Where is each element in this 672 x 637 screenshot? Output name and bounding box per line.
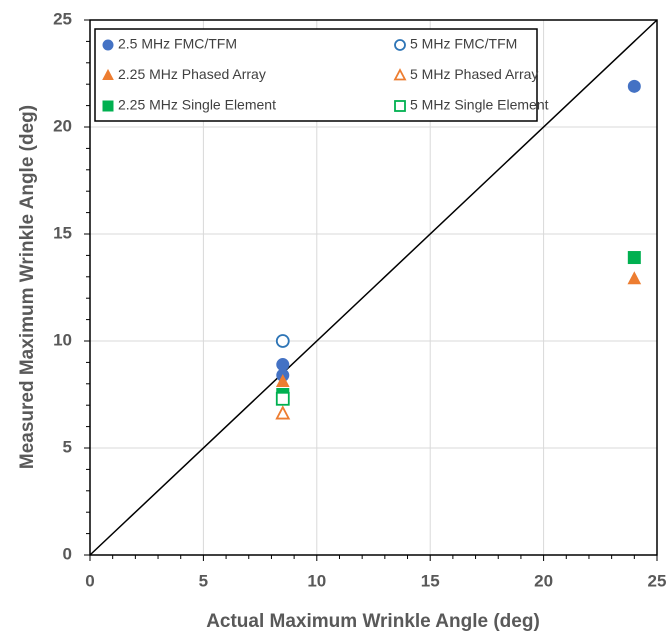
y-tick-label: 5	[63, 437, 72, 456]
point	[275, 391, 290, 406]
legend-marker	[102, 68, 114, 80]
legend-label: 5 MHz Single Element	[410, 97, 549, 113]
y-tick-label: 25	[53, 9, 72, 28]
legend-label: 5 MHz Phased Array	[410, 66, 538, 82]
x-tick-label: 5	[199, 571, 208, 590]
identity-line	[89, 19, 658, 556]
x-tick-label: 0	[85, 571, 94, 590]
legend-label: 2.25 MHz Single Element	[118, 97, 276, 113]
point	[627, 251, 641, 265]
legend-marker	[394, 39, 406, 51]
legend-marker	[102, 100, 114, 112]
y-axis-title: Measured Maximum Wrinkle Angle (deg)	[17, 105, 38, 469]
legend-label: 5 MHz FMC/TFM	[410, 36, 517, 52]
legend-marker	[102, 39, 114, 51]
x-tick-label: 20	[534, 571, 553, 590]
y-tick-label: 15	[53, 223, 72, 242]
point	[275, 373, 290, 387]
legend-marker	[394, 100, 406, 112]
plot-frame	[89, 19, 658, 556]
legend-box	[94, 28, 538, 122]
point	[627, 271, 642, 285]
x-tick-label: 10	[307, 571, 326, 590]
y-tick-label: 10	[53, 330, 72, 349]
x-tick-label: 25	[648, 571, 667, 590]
x-tick-label: 15	[421, 571, 440, 590]
legend-marker	[393, 68, 407, 81]
y-tick-label: 0	[63, 544, 72, 563]
point	[275, 334, 290, 348]
legend-label: 2.5 MHz FMC/TFM	[118, 36, 237, 52]
point	[275, 405, 291, 420]
legend-label: 2.25 MHz Phased Array	[118, 66, 266, 82]
x-axis-title: Actual Maximum Wrinkle Angle (deg)	[206, 611, 540, 632]
y-tick-label: 20	[53, 116, 72, 135]
point	[627, 79, 641, 93]
